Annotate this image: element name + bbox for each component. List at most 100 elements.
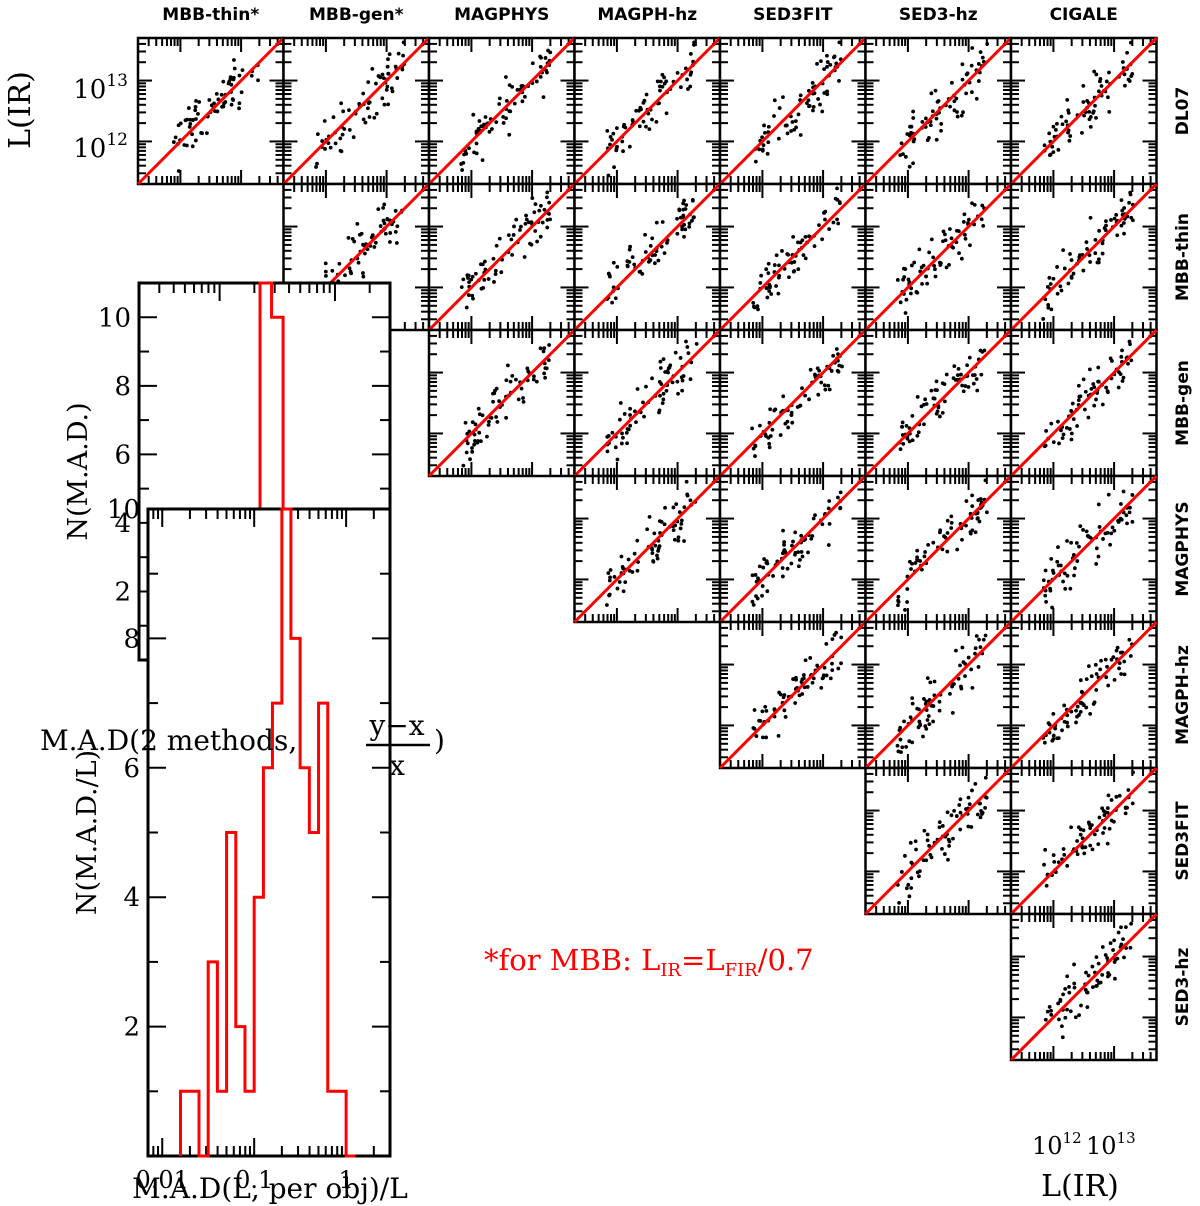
data-point bbox=[913, 561, 918, 565]
data-point bbox=[776, 136, 781, 141]
data-point bbox=[1119, 502, 1123, 506]
data-point bbox=[909, 124, 914, 129]
data-point bbox=[836, 666, 841, 671]
data-point bbox=[958, 797, 963, 802]
data-point bbox=[1060, 122, 1065, 127]
data-point bbox=[401, 53, 406, 58]
data-point bbox=[941, 229, 946, 234]
data-point bbox=[658, 88, 662, 93]
data-point bbox=[678, 356, 683, 360]
data-point bbox=[926, 542, 931, 547]
data-point bbox=[963, 232, 967, 237]
data-point bbox=[1051, 276, 1056, 281]
data-point bbox=[1071, 271, 1076, 276]
data-point bbox=[969, 667, 974, 672]
data-point bbox=[494, 243, 499, 248]
data-point bbox=[648, 243, 653, 248]
data-point bbox=[672, 537, 677, 542]
data-point bbox=[1066, 128, 1071, 133]
data-point bbox=[1044, 600, 1049, 604]
data-point bbox=[382, 202, 387, 207]
data-point bbox=[750, 599, 755, 604]
data-point bbox=[470, 293, 475, 298]
data-point bbox=[1086, 415, 1091, 420]
data-point bbox=[315, 132, 320, 137]
data-point bbox=[625, 263, 630, 268]
data-point bbox=[366, 80, 371, 85]
data-point bbox=[793, 701, 798, 705]
data-point bbox=[678, 215, 683, 220]
hist2-xlabel: M.A.D(L, per obj)/L bbox=[132, 1172, 408, 1205]
data-point bbox=[533, 229, 538, 233]
data-point bbox=[907, 739, 912, 744]
data-point bbox=[1114, 212, 1119, 217]
data-point bbox=[1109, 531, 1114, 536]
data-point bbox=[781, 528, 785, 533]
data-point bbox=[610, 137, 614, 142]
data-point bbox=[837, 79, 841, 83]
data-point bbox=[812, 91, 817, 96]
data-point bbox=[785, 252, 790, 256]
data-point bbox=[979, 372, 984, 377]
data-point bbox=[1067, 990, 1072, 995]
data-point bbox=[954, 814, 959, 818]
data-point bbox=[659, 382, 664, 386]
data-point bbox=[655, 556, 660, 561]
data-point bbox=[920, 281, 924, 286]
data-point bbox=[792, 260, 797, 264]
data-point bbox=[534, 79, 539, 84]
data-point bbox=[937, 825, 942, 830]
row-label-1: MBB-thin bbox=[1173, 213, 1193, 301]
data-point bbox=[914, 290, 919, 294]
panel-r1-c6 bbox=[1009, 182, 1158, 332]
data-point bbox=[386, 102, 391, 107]
data-point bbox=[942, 232, 947, 237]
hist1-xlabel-numerator: y−x bbox=[368, 709, 424, 742]
data-point bbox=[1106, 95, 1110, 100]
data-point bbox=[1041, 578, 1046, 583]
data-point bbox=[820, 522, 825, 527]
data-point bbox=[959, 372, 963, 377]
data-point bbox=[954, 648, 958, 653]
data-point bbox=[522, 94, 527, 99]
data-point bbox=[1088, 124, 1093, 129]
data-point bbox=[1065, 863, 1070, 868]
data-point bbox=[1049, 421, 1054, 426]
data-point bbox=[657, 101, 661, 106]
data-point bbox=[806, 98, 811, 103]
data-point bbox=[940, 846, 944, 851]
data-point bbox=[836, 369, 841, 374]
data-point bbox=[688, 52, 693, 56]
data-point bbox=[606, 571, 611, 576]
data-point bbox=[627, 568, 632, 573]
data-point bbox=[968, 243, 972, 248]
data-point bbox=[1112, 216, 1117, 221]
data-point bbox=[237, 106, 241, 111]
data-point bbox=[315, 161, 319, 166]
data-point bbox=[1084, 705, 1089, 710]
data-point bbox=[925, 838, 930, 843]
data-point bbox=[1116, 930, 1121, 935]
data-point bbox=[1047, 722, 1052, 727]
data-point bbox=[668, 363, 673, 368]
data-point bbox=[929, 91, 934, 96]
data-point bbox=[931, 396, 936, 401]
data-point bbox=[964, 72, 969, 77]
data-point bbox=[662, 522, 667, 527]
data-point bbox=[684, 203, 689, 207]
data-point bbox=[947, 227, 952, 231]
data-point bbox=[822, 91, 827, 95]
data-point bbox=[908, 840, 913, 845]
data-point bbox=[1112, 677, 1117, 682]
data-point bbox=[1105, 806, 1110, 811]
panel-r1-c3 bbox=[573, 182, 722, 332]
data-point bbox=[1066, 108, 1071, 113]
data-point bbox=[240, 68, 245, 72]
data-point bbox=[1093, 251, 1098, 256]
data-point bbox=[839, 635, 844, 640]
data-point bbox=[1070, 401, 1075, 406]
data-point bbox=[1096, 89, 1101, 94]
data-point bbox=[330, 268, 335, 273]
data-point bbox=[898, 447, 903, 452]
data-point bbox=[650, 551, 655, 556]
